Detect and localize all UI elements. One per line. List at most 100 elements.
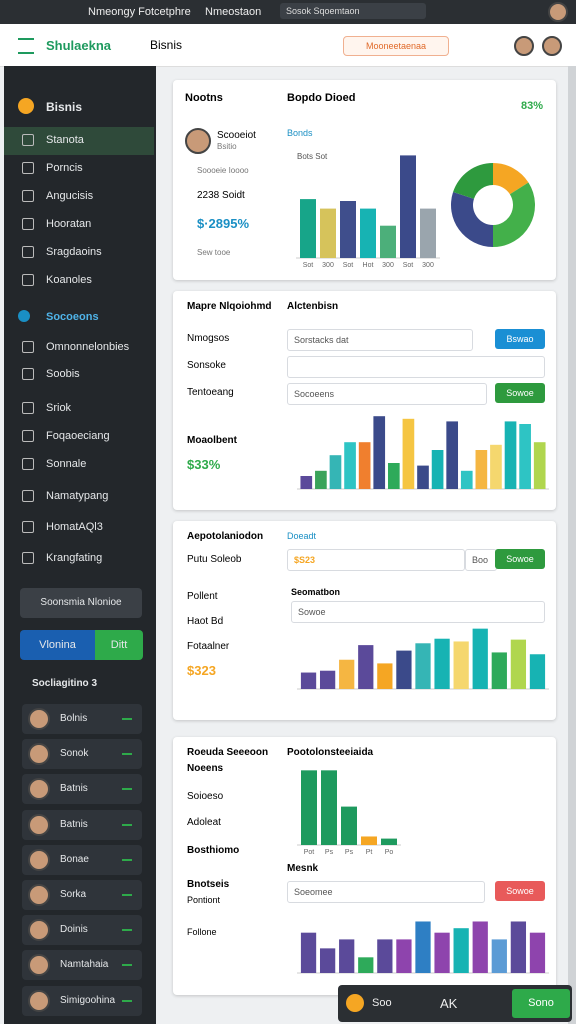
person-name[interactable]: Simigoohina <box>60 994 116 1006</box>
nav-item[interactable]: Sriok <box>46 402 72 414</box>
avatar[interactable] <box>548 2 568 22</box>
person-name[interactable]: Doinis <box>60 924 88 936</box>
nav-item[interactable]: Foqaoeciang <box>46 430 110 442</box>
nav-item[interactable]: Krangfating <box>46 552 103 564</box>
breadcrumb[interactable]: Nmeostaon <box>205 6 262 18</box>
cta-button[interactable]: Soonsmia Nlonioe <box>20 588 142 618</box>
person-name[interactable]: Bolnis <box>60 713 88 724</box>
nav-item[interactable]: Sragdaoins <box>46 246 102 258</box>
bar <box>377 663 393 689</box>
label: Bosthiomo <box>187 845 240 856</box>
card-title: Roeuda Seeeoon <box>187 747 269 758</box>
person-name[interactable]: Batnis <box>60 783 88 795</box>
bar <box>360 208 376 258</box>
avatar <box>28 848 50 871</box>
tab-title[interactable]: Nmeongy Fotcetphre <box>88 6 191 18</box>
nav-item[interactable]: Soobis <box>46 368 80 380</box>
card-subtitle: Alctenbisn <box>287 301 339 312</box>
card-subtitle: Pootolonsteeiaida <box>287 747 374 758</box>
label: Follone <box>187 927 217 937</box>
input[interactable]: $S23 <box>287 549 465 571</box>
icon <box>22 521 34 533</box>
nav-item[interactable]: Hooratan <box>46 218 92 230</box>
legend: Bots Sot <box>297 152 328 161</box>
label: Pollent <box>187 591 218 602</box>
link[interactable]: Doeadt <box>287 531 317 541</box>
bar <box>320 208 336 258</box>
menu-icon[interactable] <box>18 38 34 54</box>
status <box>122 753 132 756</box>
avatar[interactable] <box>542 36 562 56</box>
icon <box>22 274 34 286</box>
bar <box>380 225 396 258</box>
person-name[interactable]: Bonae <box>60 853 89 865</box>
sidebar: Bisnis Stanota Porncis Angucisis Hooratan Sr… <box>4 66 156 1024</box>
input[interactable]: Sorstacks dat <box>287 329 473 351</box>
donut-slice <box>451 192 493 247</box>
card-subtitle: Bopdo Dioed <box>287 92 356 104</box>
person-name[interactable]: Sonok <box>60 748 89 760</box>
button[interactable]: Sowoe <box>495 881 545 901</box>
avatar[interactable] <box>514 36 534 56</box>
section[interactable]: Socoeons <box>46 311 99 323</box>
label: Noeens <box>187 763 224 774</box>
bar <box>300 199 316 258</box>
nav-item[interactable]: Sonnale <box>46 458 87 470</box>
bar <box>340 201 356 258</box>
bar <box>377 939 393 973</box>
scrollbar[interactable] <box>568 66 576 1024</box>
profile-role: Bsitio <box>217 142 237 151</box>
nav-item[interactable]: HomatAQl3 <box>46 521 103 533</box>
card-title: Mapre Nlqoiohmd <box>187 301 272 312</box>
bar <box>301 770 317 845</box>
bar <box>490 444 502 489</box>
input[interactable] <box>287 356 545 378</box>
value: $33% <box>187 457 221 472</box>
card: Nootns Bopdo Dioed 83% Scooeiot Bsitio S… <box>173 80 556 280</box>
dropdown[interactable]: Soeomee <box>287 881 485 903</box>
status <box>122 894 132 896</box>
icon <box>22 458 34 470</box>
nav-item[interactable]: Omnonnelonbies <box>46 341 130 353</box>
nav-item[interactable]: Stanota <box>46 134 84 146</box>
bar <box>402 418 415 489</box>
active-item[interactable] <box>4 127 154 155</box>
toggle-off[interactable]: Ditt <box>95 630 143 660</box>
search[interactable]: Sosok Sqoemtaon <box>280 3 426 19</box>
nav-item[interactable]: Namatypang <box>46 490 109 502</box>
brand-icon <box>18 98 34 114</box>
bar <box>510 921 527 973</box>
status <box>122 788 132 791</box>
bar-chart <box>297 628 549 690</box>
x-tick-label: Ps <box>345 849 354 856</box>
button[interactable]: Sowoe <box>495 383 545 403</box>
icon[interactable] <box>346 994 364 1012</box>
x-tick-label: Ps <box>325 849 334 856</box>
avatar <box>28 743 50 766</box>
icon <box>22 490 34 502</box>
tool[interactable]: AK <box>440 996 458 1011</box>
stat: 83% <box>521 100 544 112</box>
app-name: Shulaekna <box>46 38 112 53</box>
bar <box>300 672 317 689</box>
person-name[interactable]: Namtahaia <box>60 959 109 971</box>
nav-item[interactable]: Porncis <box>46 162 83 174</box>
dropdown[interactable]: Sowoe <box>291 601 545 623</box>
nav-item[interactable]: Koanoles <box>46 274 92 286</box>
bar <box>361 836 377 845</box>
header-button[interactable]: Mooneetaenaa <box>343 36 449 56</box>
label: Nmogsos <box>187 333 230 344</box>
button[interactable]: Bswao <box>495 329 545 349</box>
toggle-on[interactable]: Vlonina <box>20 630 95 660</box>
tool[interactable]: Soo <box>372 997 392 1009</box>
send-button[interactable]: Sono <box>512 989 570 1018</box>
button[interactable]: Boo <box>465 549 497 571</box>
header-search[interactable]: Bisnis <box>150 38 183 52</box>
nav-item[interactable]: Angucisis <box>46 190 94 202</box>
bar <box>387 463 400 489</box>
person-name[interactable]: Sorka <box>60 889 87 900</box>
x-tick-label: Po <box>385 849 394 856</box>
person-name[interactable]: Batnis <box>60 818 88 830</box>
input[interactable]: Socoeens <box>287 383 487 405</box>
button[interactable]: Sowoe <box>495 549 545 569</box>
